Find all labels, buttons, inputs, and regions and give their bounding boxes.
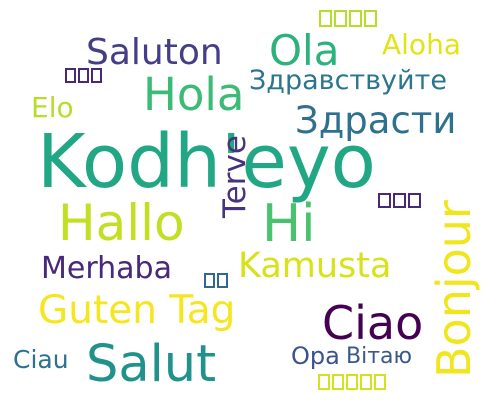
word-terve: Terve <box>217 135 253 218</box>
word-kamusta: Kamusta <box>238 246 392 286</box>
missing-glyph-box <box>78 68 89 83</box>
missing-glyph-box <box>346 374 358 390</box>
word-vitayu: Вітаю <box>346 344 413 369</box>
word-ola: Ola <box>269 26 340 75</box>
missing-glyph-box <box>349 10 362 27</box>
missing-glyph-box <box>65 68 76 83</box>
word-opa: Opa <box>291 342 340 370</box>
word-ciau: Ciau <box>13 345 69 374</box>
word-kodheyo: Kodh'eyo <box>37 119 376 205</box>
missing-glyph-box <box>408 193 421 208</box>
word-zdravstvuyte: Здравствуйте <box>249 65 447 96</box>
missing-glyph-box <box>374 374 386 390</box>
missing-glyph-box <box>364 10 377 27</box>
word-saluton: Saluton <box>86 32 223 73</box>
word-hola: Hola <box>143 68 245 121</box>
missing-glyph-box <box>378 193 391 208</box>
word-salut: Salut <box>86 335 217 394</box>
word-hi: Hi <box>262 194 316 254</box>
missing-glyph-box <box>91 68 102 83</box>
word-hallo: Hallo <box>58 194 185 252</box>
glyph-box-group-bottom <box>318 374 386 390</box>
missing-glyph-box <box>319 10 332 27</box>
missing-glyph-box <box>393 193 406 208</box>
word-aloha: Aloha <box>382 28 461 61</box>
word-merhaba: Merhaba <box>41 251 172 286</box>
glyph-box-group-top <box>319 10 377 27</box>
word-zdrasti: Здрасти <box>295 99 457 142</box>
glyph-box-group-upper-left <box>65 68 102 83</box>
missing-glyph-box <box>318 374 330 390</box>
missing-glyph-box <box>332 374 344 390</box>
word-bonjour: Bonjour <box>427 200 481 378</box>
word-guten-tag: Guten Tag <box>38 288 236 333</box>
missing-glyph-box <box>204 273 215 288</box>
glyph-box-group-middle <box>204 273 228 288</box>
glyph-box-group-right <box>378 193 421 208</box>
word-ciao: Ciao <box>322 296 424 350</box>
word-elo: Elo <box>31 91 74 124</box>
missing-glyph-box <box>334 10 347 27</box>
missing-glyph-box <box>217 273 228 288</box>
missing-glyph-box <box>360 374 372 390</box>
